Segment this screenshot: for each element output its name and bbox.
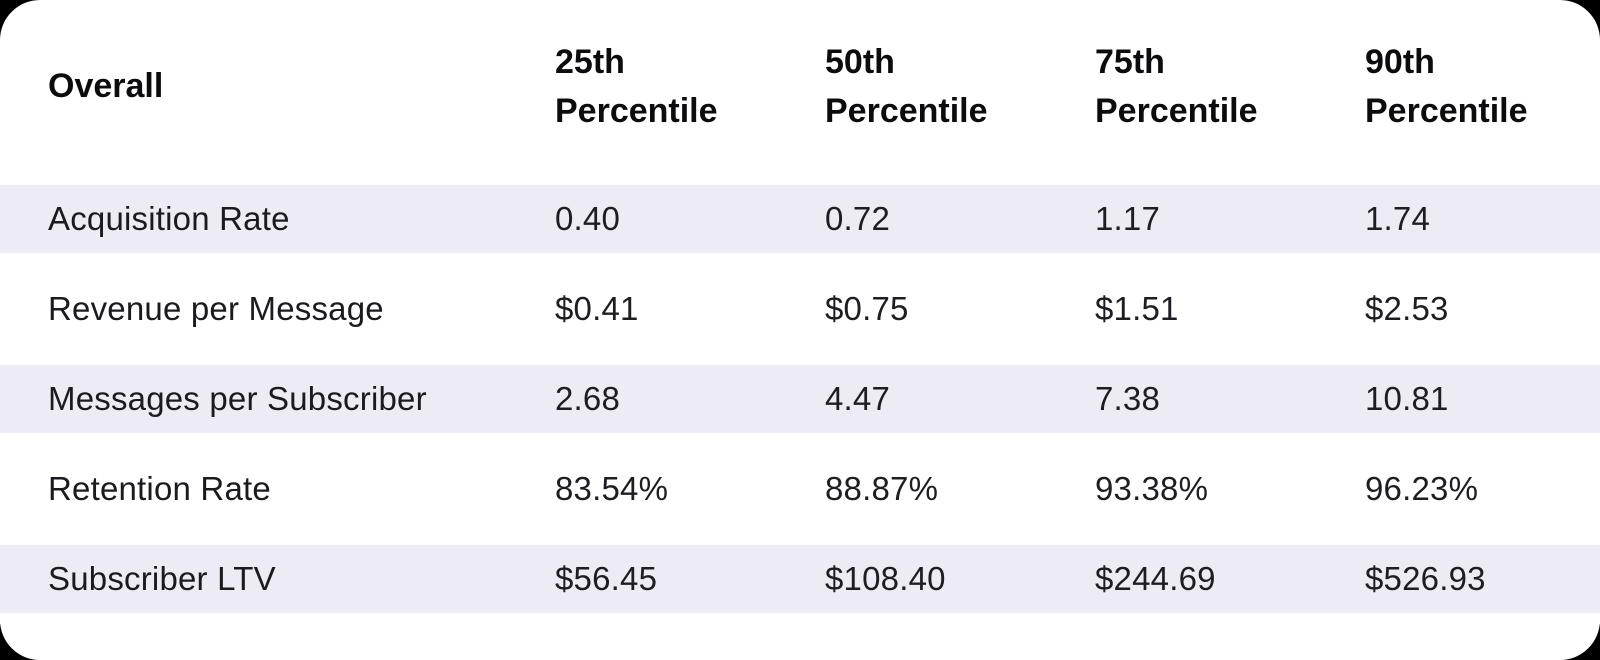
table-title: Overall bbox=[48, 67, 164, 106]
table-row-messages-per-subscriber: Messages per Subscriber 2.68 4.47 7.38 1… bbox=[0, 354, 1600, 444]
cell: $244.69 bbox=[1095, 560, 1216, 597]
cell: 93.38% bbox=[1095, 470, 1209, 507]
row-label: Acquisition Rate bbox=[48, 200, 290, 237]
cell: 2.68 bbox=[555, 380, 621, 417]
cell: $526.93 bbox=[1365, 560, 1486, 597]
table-row-revenue-per-message: Revenue per Message $0.41 $0.75 $1.51 $2… bbox=[0, 264, 1600, 354]
column-header-25th: 25th Percentile bbox=[555, 42, 718, 130]
cell: $1.51 bbox=[1095, 290, 1179, 327]
cell: 1.74 bbox=[1365, 200, 1431, 237]
row-label: Retention Rate bbox=[48, 470, 271, 507]
column-header-75th: 75th Percentile bbox=[1095, 42, 1258, 130]
table-row-acquisition-rate: Acquisition Rate 0.40 0.72 1.17 1.74 bbox=[0, 174, 1600, 264]
cell: $108.40 bbox=[825, 560, 946, 597]
cell: 7.38 bbox=[1095, 380, 1161, 417]
cell: $0.75 bbox=[825, 290, 909, 327]
column-header-50th: 50th Percentile bbox=[825, 42, 988, 130]
cell: 10.81 bbox=[1365, 380, 1449, 417]
cell: 0.40 bbox=[555, 200, 621, 237]
cell: 96.23% bbox=[1365, 470, 1479, 507]
cell: 0.72 bbox=[825, 200, 891, 237]
row-label: Messages per Subscriber bbox=[48, 380, 427, 417]
cell: $2.53 bbox=[1365, 290, 1449, 327]
cell: 88.87% bbox=[825, 470, 939, 507]
table-row-subscriber-ltv: Subscriber LTV $56.45 $108.40 $244.69 $5… bbox=[0, 534, 1600, 624]
table-row-retention-rate: Retention Rate 83.54% 88.87% 93.38% 96.2… bbox=[0, 444, 1600, 534]
row-label: Subscriber LTV bbox=[48, 560, 276, 597]
cell: $0.41 bbox=[555, 290, 639, 327]
column-header-90th: 90th Percentile bbox=[1365, 42, 1528, 130]
cell: 83.54% bbox=[555, 470, 669, 507]
cell: 1.17 bbox=[1095, 200, 1161, 237]
row-label: Revenue per Message bbox=[48, 290, 384, 327]
table-header-row: Overall 25th Percentile 50th Percentile … bbox=[0, 0, 1600, 174]
cell: $56.45 bbox=[555, 560, 658, 597]
cell: 4.47 bbox=[825, 380, 891, 417]
